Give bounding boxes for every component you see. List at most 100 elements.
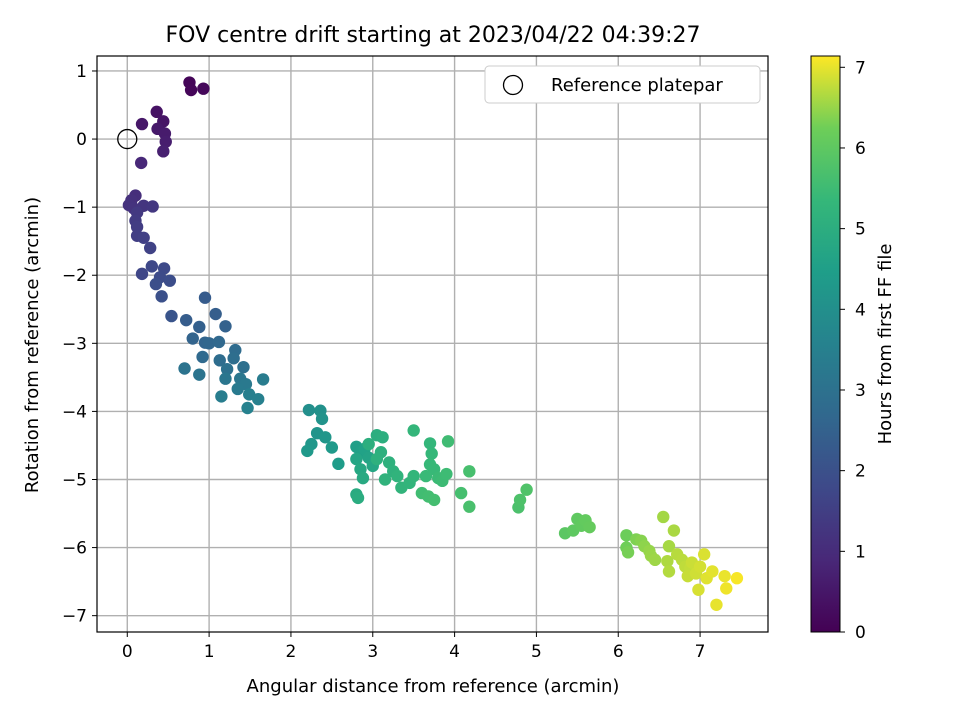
y-tick-label: −5 [62,470,87,490]
data-point [423,437,437,450]
data-point [706,565,719,578]
data-point [149,277,163,291]
y-tick-label: −6 [62,539,87,559]
data-point [657,510,670,524]
data-point [407,424,420,437]
data-point [146,200,159,213]
data-point [209,307,222,321]
x-axis-label: Angular distance from reference (arcmin) [247,676,620,697]
data-point [215,390,228,403]
data-point [165,309,178,323]
data-point [661,554,674,568]
data-point [301,444,314,458]
x-tick-label: 4 [449,642,460,662]
colorbar-gradient [810,55,841,633]
data-point [219,320,232,333]
data-point [662,540,676,553]
colorbar-tick-label: 6 [855,139,866,159]
data-point [231,382,244,396]
data-point [196,350,209,364]
colorbar-tick-label: 2 [855,462,866,482]
colorbar-ticks: 0 1 2 3 4 5 6 7 [840,58,866,643]
grid-lines [97,56,768,632]
colorbar-tick-label: 5 [855,220,866,240]
data-point [356,471,370,485]
data-point [407,469,420,483]
data-point [583,520,596,534]
data-point [137,231,150,244]
legend-marker-icon [502,74,524,96]
data-point [370,452,384,466]
data-point [159,135,172,148]
x-tick-label: 6 [613,642,624,662]
x-tick-label: 2 [286,642,297,662]
data-point [252,392,265,406]
data-point [179,313,193,327]
data-point [362,437,375,451]
colorbar-label: Hours from first FF file [875,244,896,445]
data-point [520,483,533,496]
plot-frame [96,55,769,633]
data-point [648,553,662,567]
data-point [143,241,157,255]
data-point [134,156,148,170]
data-point [667,524,681,537]
data-point [325,441,339,454]
y-axis-label: Rotation from reference (arcmin) [22,197,43,493]
colorbar-tick-label: 4 [855,300,866,320]
data-point [237,360,250,374]
data-point [219,372,232,385]
data-point [212,335,226,349]
data-point [220,362,234,376]
colorbar-tick-label: 1 [855,542,866,562]
legend-box [484,65,761,104]
data-point [130,220,144,234]
data-point [730,572,744,585]
y-tick-label: 1 [76,62,87,82]
y-axis-ticks: 1 0 −1 −2 −3 −4 −5 −6 −7 [62,62,97,627]
data-point [198,291,212,304]
colorbar: 0 1 2 3 4 5 6 7 Hours from first FF file [810,55,896,643]
x-axis-ticks: 0 1 2 3 4 5 6 7 [122,632,706,662]
data-point [184,83,198,97]
y-tick-label: 0 [76,130,87,150]
data-point [463,500,476,513]
y-tick-label: −7 [62,607,87,627]
data-point [332,457,345,471]
data-points [122,76,744,611]
data-point [425,447,438,460]
data-point [302,403,316,417]
data-point [391,469,404,483]
reference-point-marker [117,128,138,150]
colorbar-tick-label: 0 [855,623,866,643]
data-point [186,332,199,345]
y-tick-label: −2 [62,266,87,286]
data-point [145,260,159,273]
data-point [227,352,240,365]
x-tick-label: 0 [122,642,133,662]
data-point [319,431,332,444]
data-point [513,493,527,507]
chart-title: FOV centre drift starting at 2023/04/22 … [166,23,701,48]
x-tick-label: 3 [367,642,378,662]
data-point [350,452,363,466]
data-point [193,320,206,334]
colorbar-tick-label: 7 [855,58,866,78]
colorbar-tick-label: 3 [855,381,866,401]
legend: Reference platepar [484,65,761,104]
x-tick-label: 7 [695,642,706,662]
y-tick-label: −3 [62,334,87,354]
data-point [315,412,329,426]
data-point [256,373,270,386]
data-point [135,267,149,281]
data-point [697,548,711,561]
data-point [150,105,163,119]
x-tick-label: 5 [531,642,542,662]
data-point [155,290,168,303]
data-point [441,435,455,448]
data-point [163,274,177,287]
data-point [135,117,149,131]
data-point [178,362,191,375]
data-point [440,467,453,481]
